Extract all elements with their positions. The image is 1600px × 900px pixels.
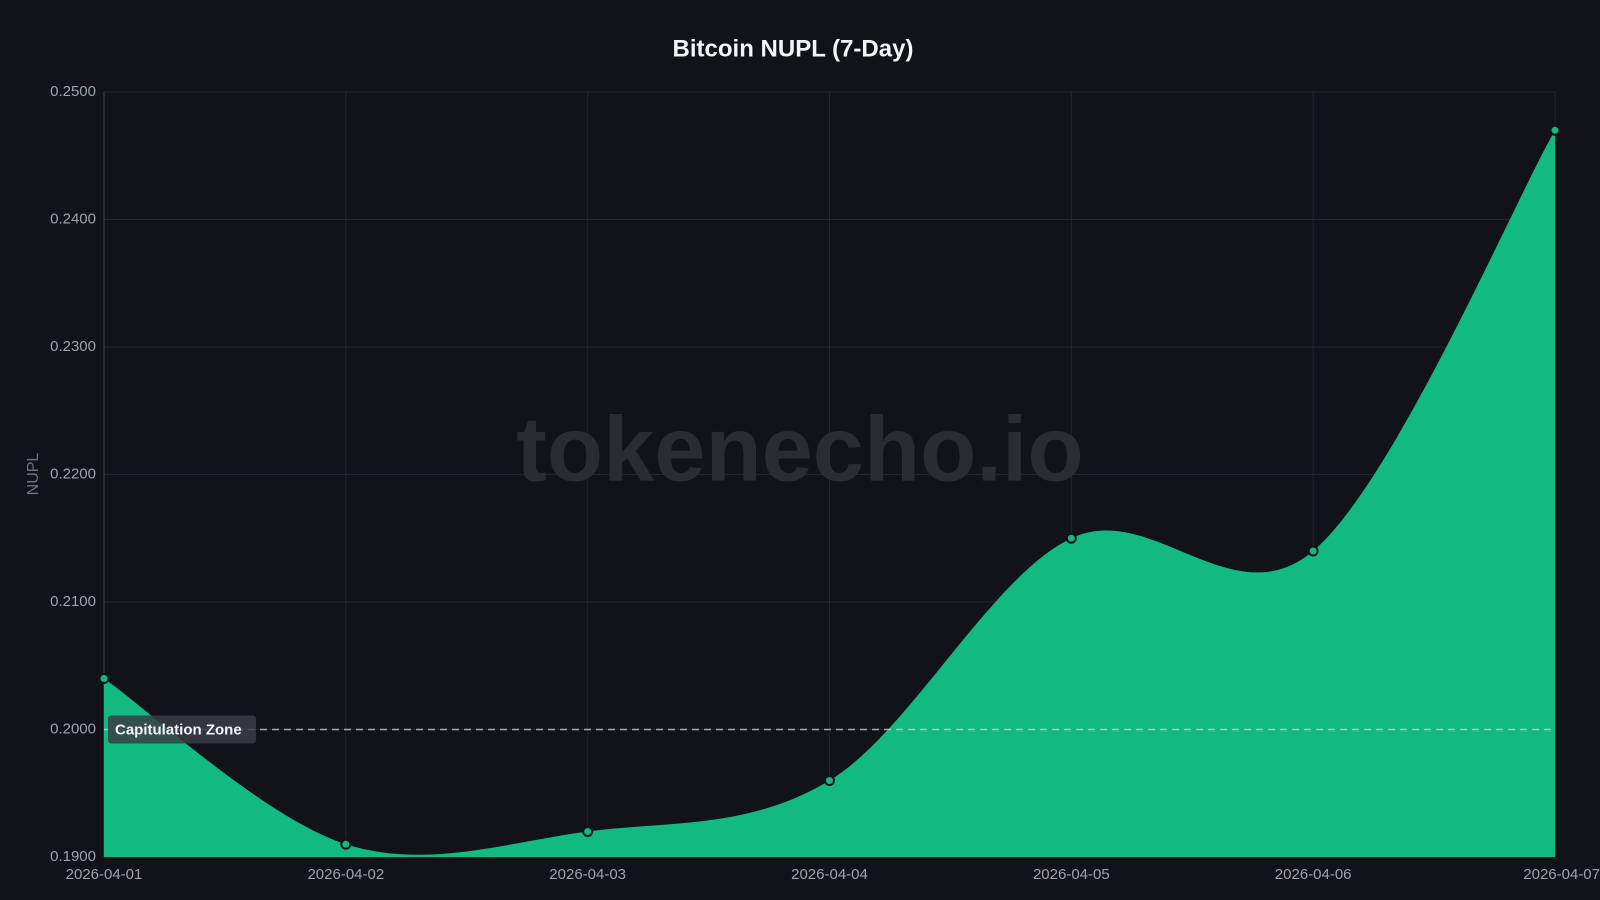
data-point — [824, 775, 835, 786]
reference-label: Capitulation Zone — [115, 721, 242, 738]
x-tick-label: 2026-04-07 — [1523, 866, 1600, 883]
x-tick-label: 2026-04-02 — [307, 866, 384, 883]
y-tick-label: 0.2000 — [50, 720, 96, 737]
data-point — [1065, 532, 1077, 544]
y-tick-label: 0.2200 — [50, 465, 96, 482]
data-point — [98, 673, 110, 684]
y-tick-label: 0.2300 — [50, 338, 96, 355]
y-axis-label: NUPL — [25, 453, 42, 496]
chart-title: Bitcoin NUPL (7-Day) — [673, 35, 914, 62]
x-tick-label: 2026-04-03 — [549, 866, 626, 883]
watermark: tokenecho.io — [516, 398, 1083, 500]
x-tick-label: 2026-04-06 — [1275, 866, 1352, 883]
x-tick-label: 2026-04-04 — [791, 866, 868, 883]
data-point — [582, 826, 594, 837]
data-point — [1307, 545, 1319, 557]
x-tick-label: 2026-04-05 — [1033, 866, 1110, 883]
reference-label-box — [108, 715, 256, 744]
area — [104, 130, 1555, 857]
data-point — [340, 838, 352, 850]
data-point — [1549, 124, 1561, 136]
y-tick-label: 0.2500 — [50, 83, 96, 100]
y-tick-label: 0.1900 — [50, 848, 96, 865]
y-tick-label: 0.2100 — [50, 593, 96, 610]
x-tick-label: 2026-04-01 — [66, 866, 143, 883]
y-tick-label: 0.2400 — [50, 210, 96, 227]
